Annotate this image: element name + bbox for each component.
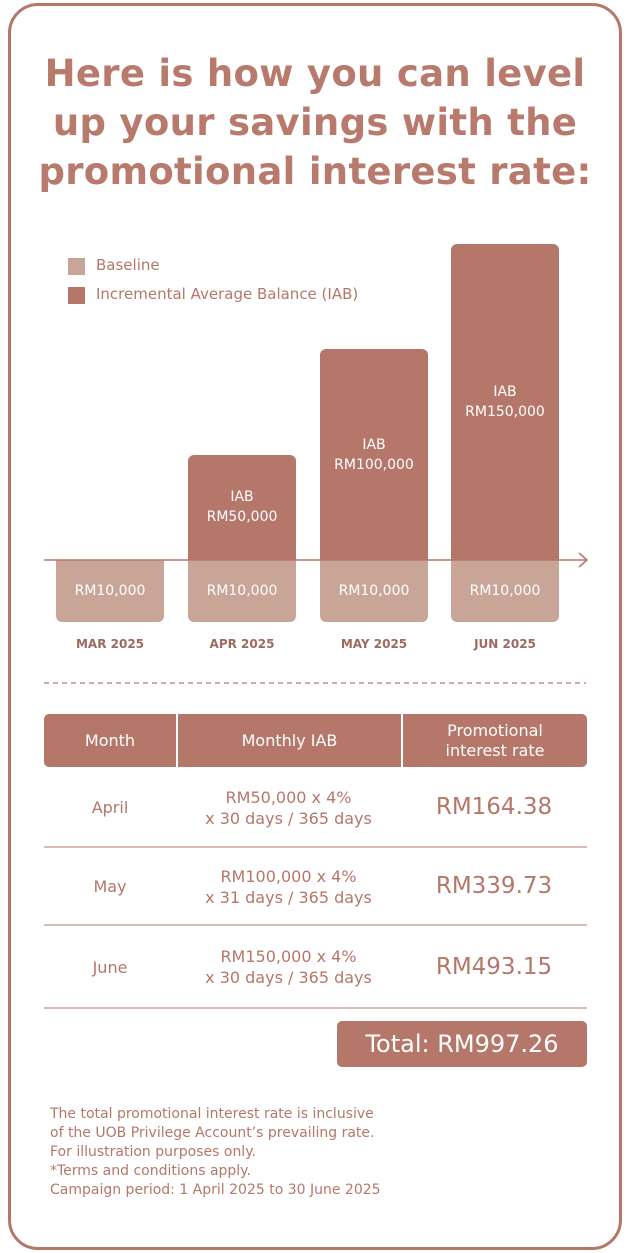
table-cell: June [44, 926, 176, 1008]
legend-label: Baseline [96, 256, 160, 274]
bar-value-label: IAB RM100,000 [334, 436, 414, 473]
cell-text: RM50,000 x 4% [225, 787, 352, 807]
note-line: of the UOB Privilege Account’s prevailin… [50, 1125, 375, 1141]
cell-text: May [93, 877, 127, 896]
legend-swatch [68, 287, 85, 304]
total-box: Total: RM997.26 [337, 1021, 587, 1067]
note-line: The total promotional interest rate is i… [50, 1106, 374, 1122]
title-line: up your savings with the [52, 101, 578, 144]
bar-baseline: RM10,000 [320, 560, 428, 622]
bar-value-label: RM10,000 [206, 583, 278, 599]
header-text: Promotional [447, 720, 543, 740]
cell-text: x 30 days / 365 days [205, 808, 372, 828]
table-cell: RM150,000 x 4% x 30 days / 365 days [176, 926, 401, 1008]
header-text: Monthly IAB [241, 730, 338, 750]
bar-iab: IAB RM150,000 [451, 244, 559, 560]
cell-text: RM339.73 [435, 873, 553, 899]
table-cell: RM100,000 x 4% x 31 days / 365 days [176, 848, 401, 925]
bar-value-label: RM10,000 [74, 583, 146, 599]
table-cell: RM339.73 [401, 848, 587, 925]
bar-value-label: IAB RM50,000 [206, 489, 278, 526]
x-tick-label: APR 2025 [209, 637, 275, 651]
x-tick-label: MAR 2025 [75, 637, 145, 651]
legend-label: Incremental Average Balance (IAB) [96, 285, 359, 303]
legend-swatch [68, 258, 85, 275]
x-tick-label: JUN 2025 [474, 637, 536, 651]
bar-value-label: RM10,000 [469, 583, 541, 599]
table-cell: RM164.38 [401, 768, 587, 847]
note-line: Campaign period: 1 April 2025 to 30 June… [50, 1182, 381, 1198]
table-cell: RM493.15 [401, 926, 587, 1008]
cell-text: April [91, 798, 129, 817]
cell-text: x 31 days / 365 days [205, 887, 372, 907]
bar-value-label: RM10,000 [338, 583, 410, 599]
table-cell: April [44, 768, 176, 847]
header-cell: Month [44, 714, 176, 767]
bar-baseline: RM10,000 [56, 560, 164, 622]
x-tick-label: MAY 2025 [340, 637, 408, 651]
cell-text: x 30 days / 365 days [205, 968, 372, 987]
header-cell: Monthly IAB [176, 714, 401, 767]
header-text: Month [84, 730, 136, 750]
bar-baseline: RM10,000 [188, 560, 296, 622]
bar-value-label: IAB RM150,000 [465, 384, 545, 420]
table-cell: RM50,000 x 4% x 30 days / 365 days [176, 768, 401, 847]
cell-text: RM150,000 x 4% [220, 947, 357, 966]
title-line: Here is how you can level [44, 52, 586, 95]
bar-iab: IAB RM50,000 [188, 454, 296, 560]
card-border [8, 3, 622, 1250]
cell-text: June [92, 957, 128, 977]
note-line: *Terms and conditions apply. [50, 1163, 251, 1179]
cell-text: RM493.15 [435, 953, 553, 980]
header-text: interest rate [445, 740, 545, 760]
title-line: promotional interest rate: [38, 150, 592, 193]
bar-iab: IAB RM100,000 [320, 349, 428, 560]
bar-baseline: RM10,000 [451, 560, 559, 622]
table-cell: May [44, 848, 176, 925]
cell-text: RM164.38 [435, 794, 553, 820]
table-header [44, 714, 587, 767]
note-line: For illustration purposes only. [50, 1144, 256, 1160]
header-cell: Promotional interest rate [401, 714, 587, 767]
cell-text: RM100,000 x 4% [220, 866, 357, 886]
